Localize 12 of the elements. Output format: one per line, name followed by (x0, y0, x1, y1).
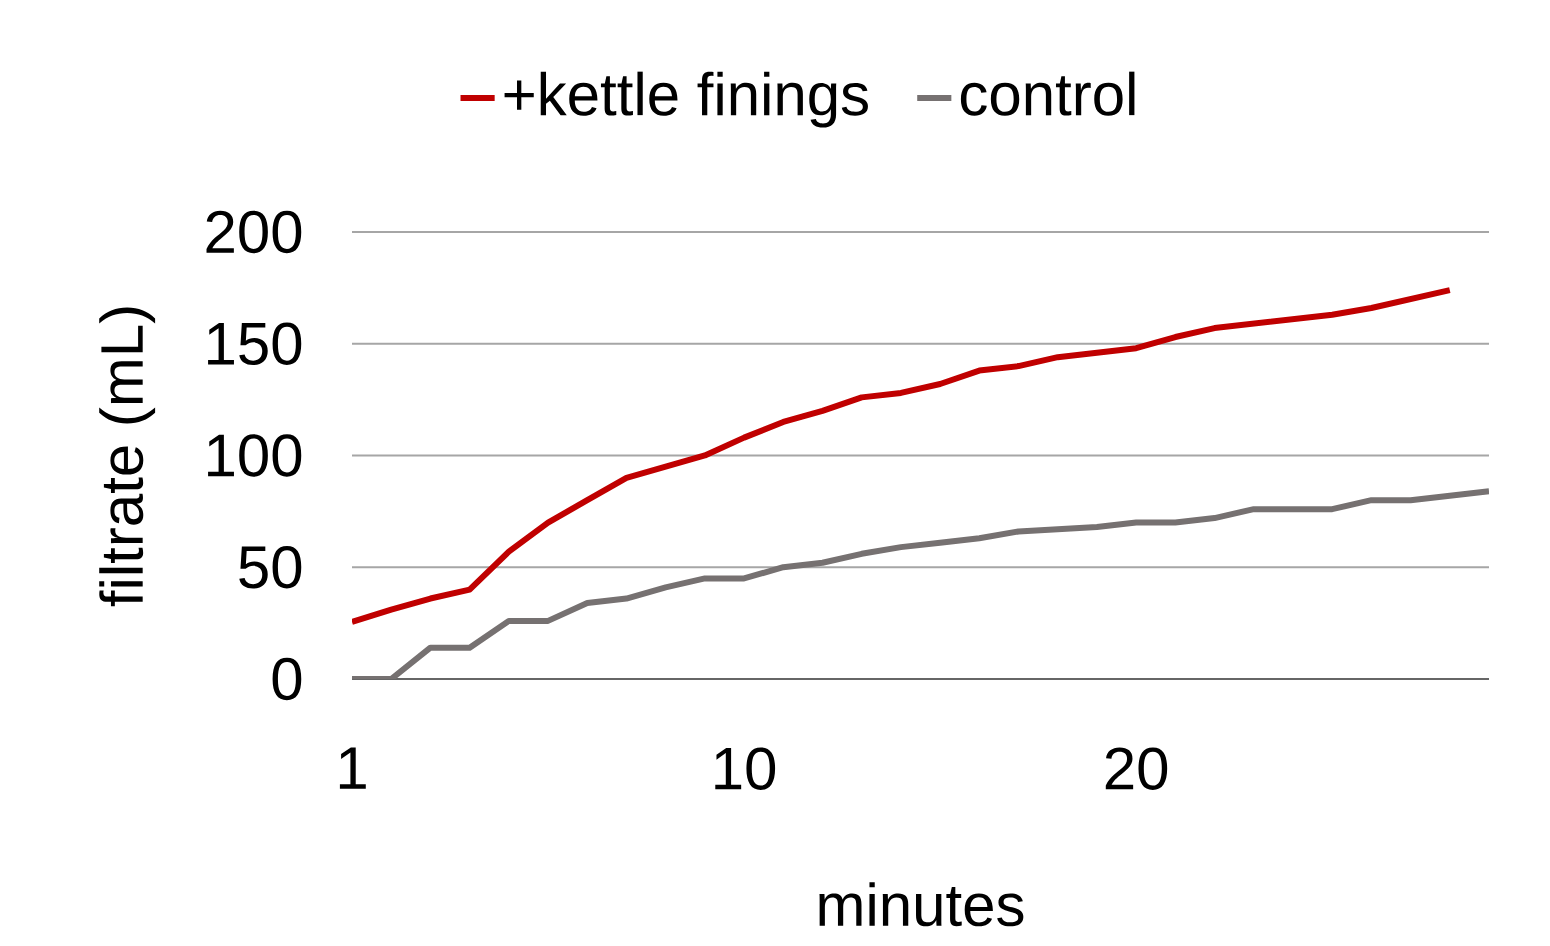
y-tick-label: 150 (208, 322, 302, 365)
y-tick-label: 100 (208, 434, 302, 477)
y-tick-label: 50 (239, 545, 302, 589)
y-axis-title: filtrate (mL) (99, 307, 156, 607)
x-tick-label: 1 (339, 747, 366, 789)
legend-label: +kettle finings (504, 71, 868, 128)
x-tick-label: 10 (715, 747, 776, 790)
x-axis-title: minutes (819, 882, 1024, 927)
x-tick-label: 20 (1105, 747, 1168, 790)
y-tick-label: 200 (206, 210, 302, 254)
y-tick-label: 0 (272, 657, 302, 701)
legend-label: control (960, 71, 1135, 116)
